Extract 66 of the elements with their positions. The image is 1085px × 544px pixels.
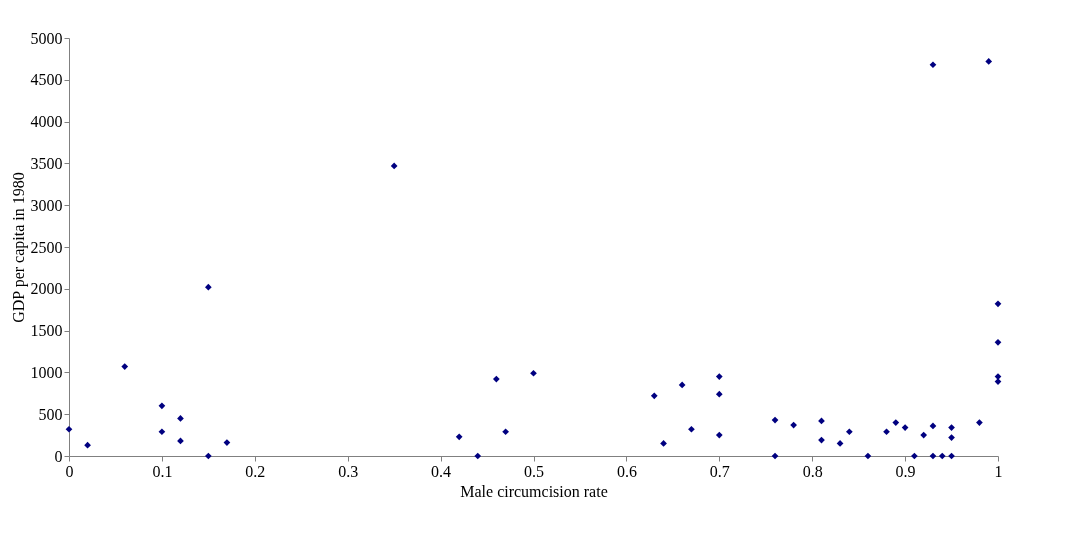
point <box>205 452 212 460</box>
y-tick-label: 4500 <box>30 71 63 89</box>
point <box>121 363 129 370</box>
point <box>790 421 797 429</box>
point <box>678 381 686 389</box>
x-tick-label: 0.9 <box>895 462 916 480</box>
y-tick-label: 2500 <box>30 238 63 256</box>
point <box>994 300 1002 308</box>
point <box>715 373 723 380</box>
x-tick-label: 0.4 <box>431 462 452 480</box>
point <box>948 424 955 431</box>
point <box>948 434 955 441</box>
y-tick-label: 2000 <box>30 280 63 298</box>
y-tick-label: 1000 <box>30 363 63 381</box>
x-tick-label: 0.7 <box>709 462 730 480</box>
point <box>660 440 667 447</box>
point <box>65 425 73 433</box>
point <box>177 415 184 422</box>
x-tick-label: 0.1 <box>152 462 173 480</box>
point <box>223 439 231 446</box>
point <box>715 431 723 439</box>
point <box>771 452 779 460</box>
x-tick-label: 0.8 <box>802 462 823 480</box>
point <box>994 338 1002 346</box>
point <box>883 428 890 436</box>
x-tick-label: 0.6 <box>616 462 637 480</box>
point <box>929 61 937 69</box>
x-tick-label: 0.3 <box>338 462 359 480</box>
x-tick-label: 0.5 <box>524 462 544 480</box>
point <box>771 416 779 424</box>
point <box>158 402 166 410</box>
point <box>474 452 482 460</box>
point <box>390 162 398 170</box>
point <box>892 419 900 426</box>
point <box>650 392 658 400</box>
point <box>864 452 872 460</box>
point <box>158 428 166 436</box>
point <box>929 452 937 460</box>
y-axis-title: GDP per capita in 1980 <box>9 172 28 323</box>
point <box>455 433 463 441</box>
y-tick-label: 3500 <box>30 154 63 172</box>
y-tick-label: 0 <box>54 447 63 465</box>
x-axis-title: Male circumcision rate <box>460 482 608 500</box>
point <box>901 424 909 431</box>
y-tick-label: 5000 <box>30 29 63 47</box>
point <box>84 441 91 449</box>
x-tick-label: 0.2 <box>245 462 266 480</box>
point <box>976 419 983 426</box>
point <box>985 58 993 65</box>
point <box>938 452 946 460</box>
y-tick-label: 500 <box>38 405 63 423</box>
point <box>688 425 695 433</box>
x-tick-label: 1 <box>994 462 1003 480</box>
point <box>818 417 825 425</box>
point <box>846 428 853 436</box>
y-tick-label: 3000 <box>30 196 63 214</box>
point <box>530 369 537 377</box>
point <box>205 283 212 291</box>
y-tick-label: 1500 <box>30 322 63 340</box>
x-tick-label: 0 <box>65 462 74 480</box>
point <box>920 431 928 439</box>
y-tick-label: 4000 <box>30 113 63 131</box>
point <box>929 422 937 430</box>
point <box>502 428 509 436</box>
point <box>492 375 500 383</box>
point <box>715 390 723 398</box>
